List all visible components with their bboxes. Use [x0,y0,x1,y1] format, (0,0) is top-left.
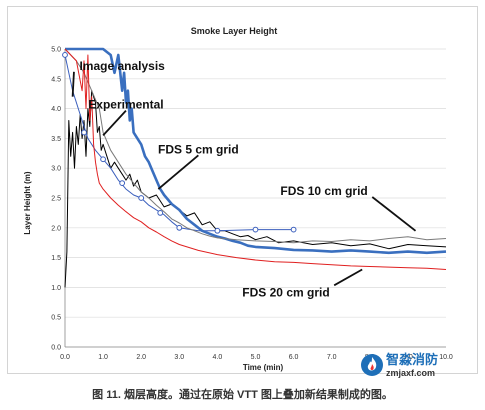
chart-frame: Smoke Layer Height 0.0 0.5 1.0 1.5 2.0 2.5 3.0… [7,6,478,374]
line-chart: Smoke Layer Height 0.0 0.5 1.0 1.5 2.0 2.5 3.0… [23,26,453,372]
chart-series [62,47,447,288]
y-tick-label: 3.5 [51,136,61,143]
x-tick-label: 7.0 [327,354,337,361]
x-tick-label: 4.0 [213,354,223,361]
y-axis-label: Layer Height (m) [23,171,32,234]
series-point [119,180,126,187]
series-point [214,227,221,234]
watermark: 智淼消防 zmjaxf.com [356,351,476,381]
x-tick-label: 6.0 [289,354,299,361]
annotation-pointer [333,268,363,287]
y-tick-label: 5.0 [51,47,61,54]
annotation-label: Experimental [88,98,163,112]
x-tick-label: 0.0 [60,354,70,361]
annotation-label: FDS 10 cm grid [280,184,367,198]
y-tick-label: 0.5 [51,315,61,322]
x-tick-label: 2.0 [136,354,146,361]
figure-caption: 图 11. 烟层高度。通过在原始 VTT 图上叠加新结果制成的图。 [92,389,393,401]
annotation-pointer [71,71,75,97]
series-line-4 [64,48,447,270]
flame-logo-icon [361,354,383,376]
watermark-url: zmjaxf.com [386,368,436,378]
chart-grid [65,48,446,348]
series-point [290,226,297,233]
series-point [157,210,164,216]
annotation-label: Image analysis [79,59,165,73]
chart-title: Smoke Layer Height [191,26,278,36]
y-tick-label: 2.0 [51,225,61,232]
x-tick-label: 9.0 [403,354,413,361]
series-point [176,224,183,231]
y-tick-label: 4.5 [51,76,61,83]
series-line-2 [65,47,447,255]
annotation-pointer [157,154,199,190]
watermark-name: 智淼消防 [386,353,439,368]
annotation-label: FDS 20 cm grid [242,285,329,299]
y-tick-label: 4.0 [51,106,61,113]
y-tick-labels: 0.0 0.5 1.0 1.5 2.0 2.5 3.0 3.5 4.0 4.5 5.0 [51,47,61,352]
x-tick-label: 3.0 [174,354,184,361]
annotation-label: FDS 5 cm grid [158,142,239,156]
series-point [81,129,87,136]
series-line-1 [64,54,294,232]
y-tick-label: 3.0 [51,166,61,173]
x-axis-label: Time (min) [243,363,284,372]
series-line-3 [64,48,447,244]
y-tick-label: 1.0 [51,285,61,292]
chart-annotations: Image analysis Experimental FDS 5 cm grid F… [71,59,417,299]
x-tick-label: 1.0 [98,354,108,361]
series-point [252,226,259,233]
series-point [100,156,106,163]
x-tick-label: 5.0 [251,354,261,361]
y-tick-label: 0.0 [51,345,61,352]
annotation-pointer [371,196,417,232]
y-tick-label: 2.5 [51,196,61,203]
y-tick-label: 1.5 [51,255,61,262]
annotation-pointer [102,109,127,137]
series-point [138,195,145,201]
series-point [62,52,68,58]
chart-axes [64,49,446,348]
x-tick-label: 10.0 [439,354,453,361]
